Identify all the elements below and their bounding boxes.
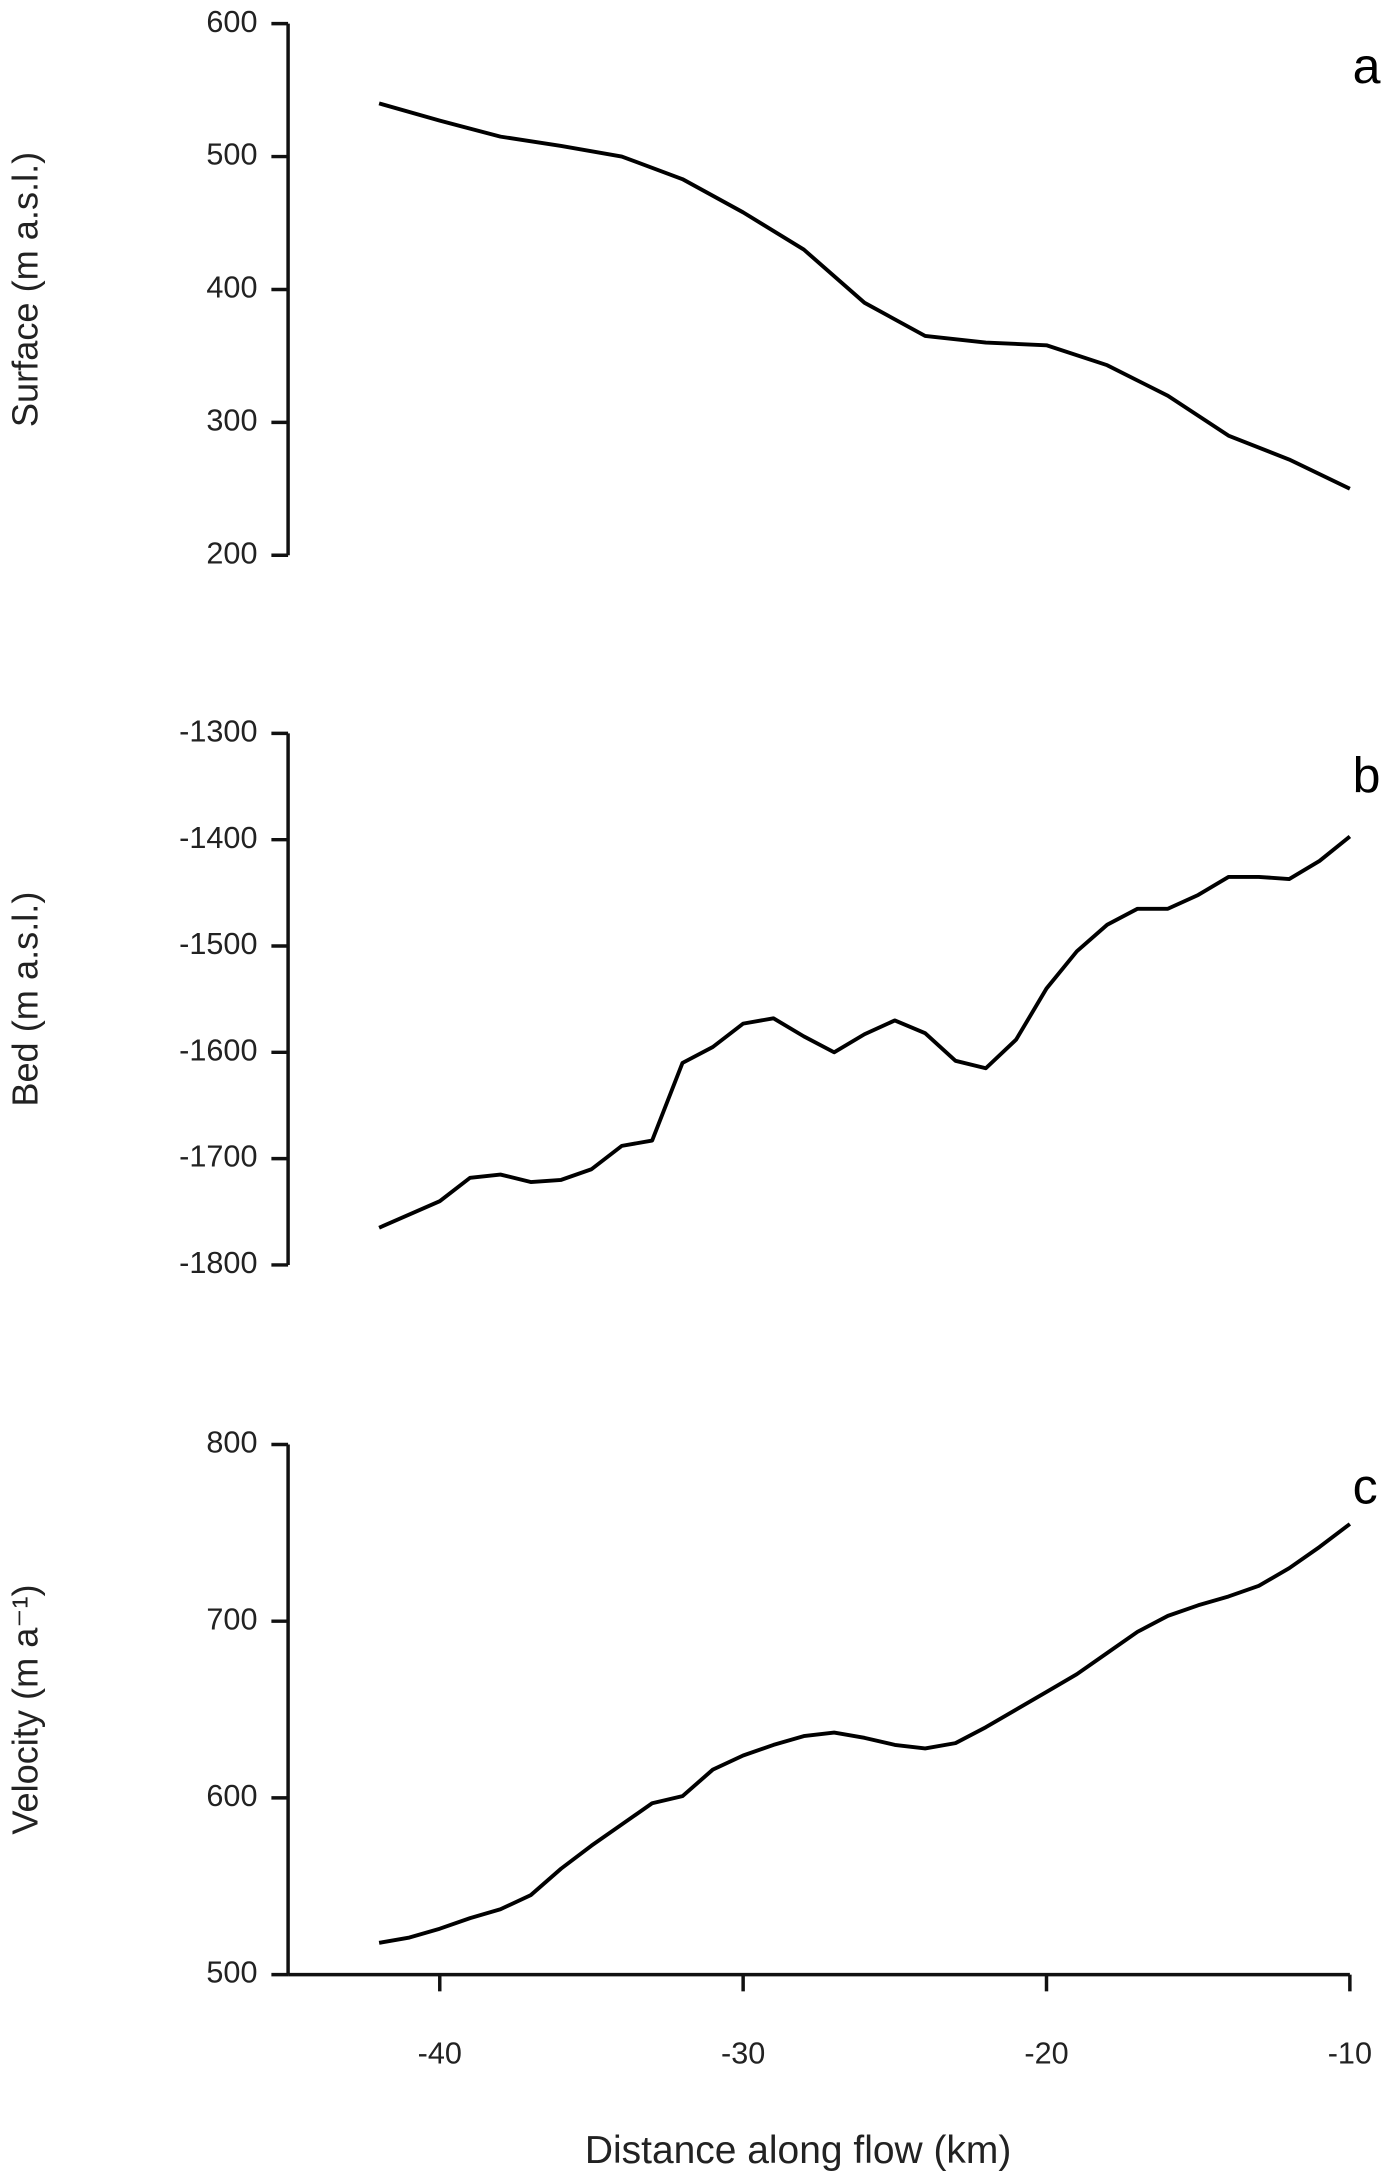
y-tick-label: 500 [206, 1956, 257, 1990]
panel-label: c [1353, 1459, 1378, 1515]
panel-label: a [1353, 38, 1381, 94]
y-tick-label: 400 [206, 271, 257, 305]
y-tick-label: 600 [206, 5, 257, 39]
x-tick-label: -40 [418, 2036, 462, 2070]
y-tick-label: -1400 [179, 821, 257, 855]
y-tick-label: -1800 [179, 1246, 257, 1280]
y-tick-label: -1500 [179, 927, 257, 961]
y-tick-label: -1600 [179, 1033, 257, 1067]
y-axis-label: Velocity (m a⁻¹) [4, 1584, 45, 1834]
y-tick-label: -1300 [179, 714, 257, 748]
y-axis-label: Surface (m a.s.l.) [4, 152, 45, 427]
y-axis-label: Bed (m a.s.l.) [4, 892, 45, 1107]
x-tick-label: -30 [721, 2036, 765, 2070]
x-tick-label: -20 [1024, 2036, 1068, 2070]
y-tick-label: 500 [206, 138, 257, 172]
data-line [378, 101, 1351, 491]
data-line [378, 834, 1352, 1230]
panel-label: b [1353, 748, 1381, 804]
y-tick-label: 200 [206, 536, 257, 570]
y-tick-label: -1700 [179, 1140, 257, 1174]
y-tick-label: 600 [206, 1779, 257, 1813]
y-tick-label: 300 [206, 403, 257, 437]
x-axis-label: Distance along flow (km) [585, 2129, 1011, 2172]
data-line [378, 1522, 1352, 1945]
y-tick-label: 700 [206, 1602, 257, 1636]
x-tick-label: -10 [1328, 2036, 1372, 2070]
y-tick-label: 800 [206, 1426, 257, 1460]
